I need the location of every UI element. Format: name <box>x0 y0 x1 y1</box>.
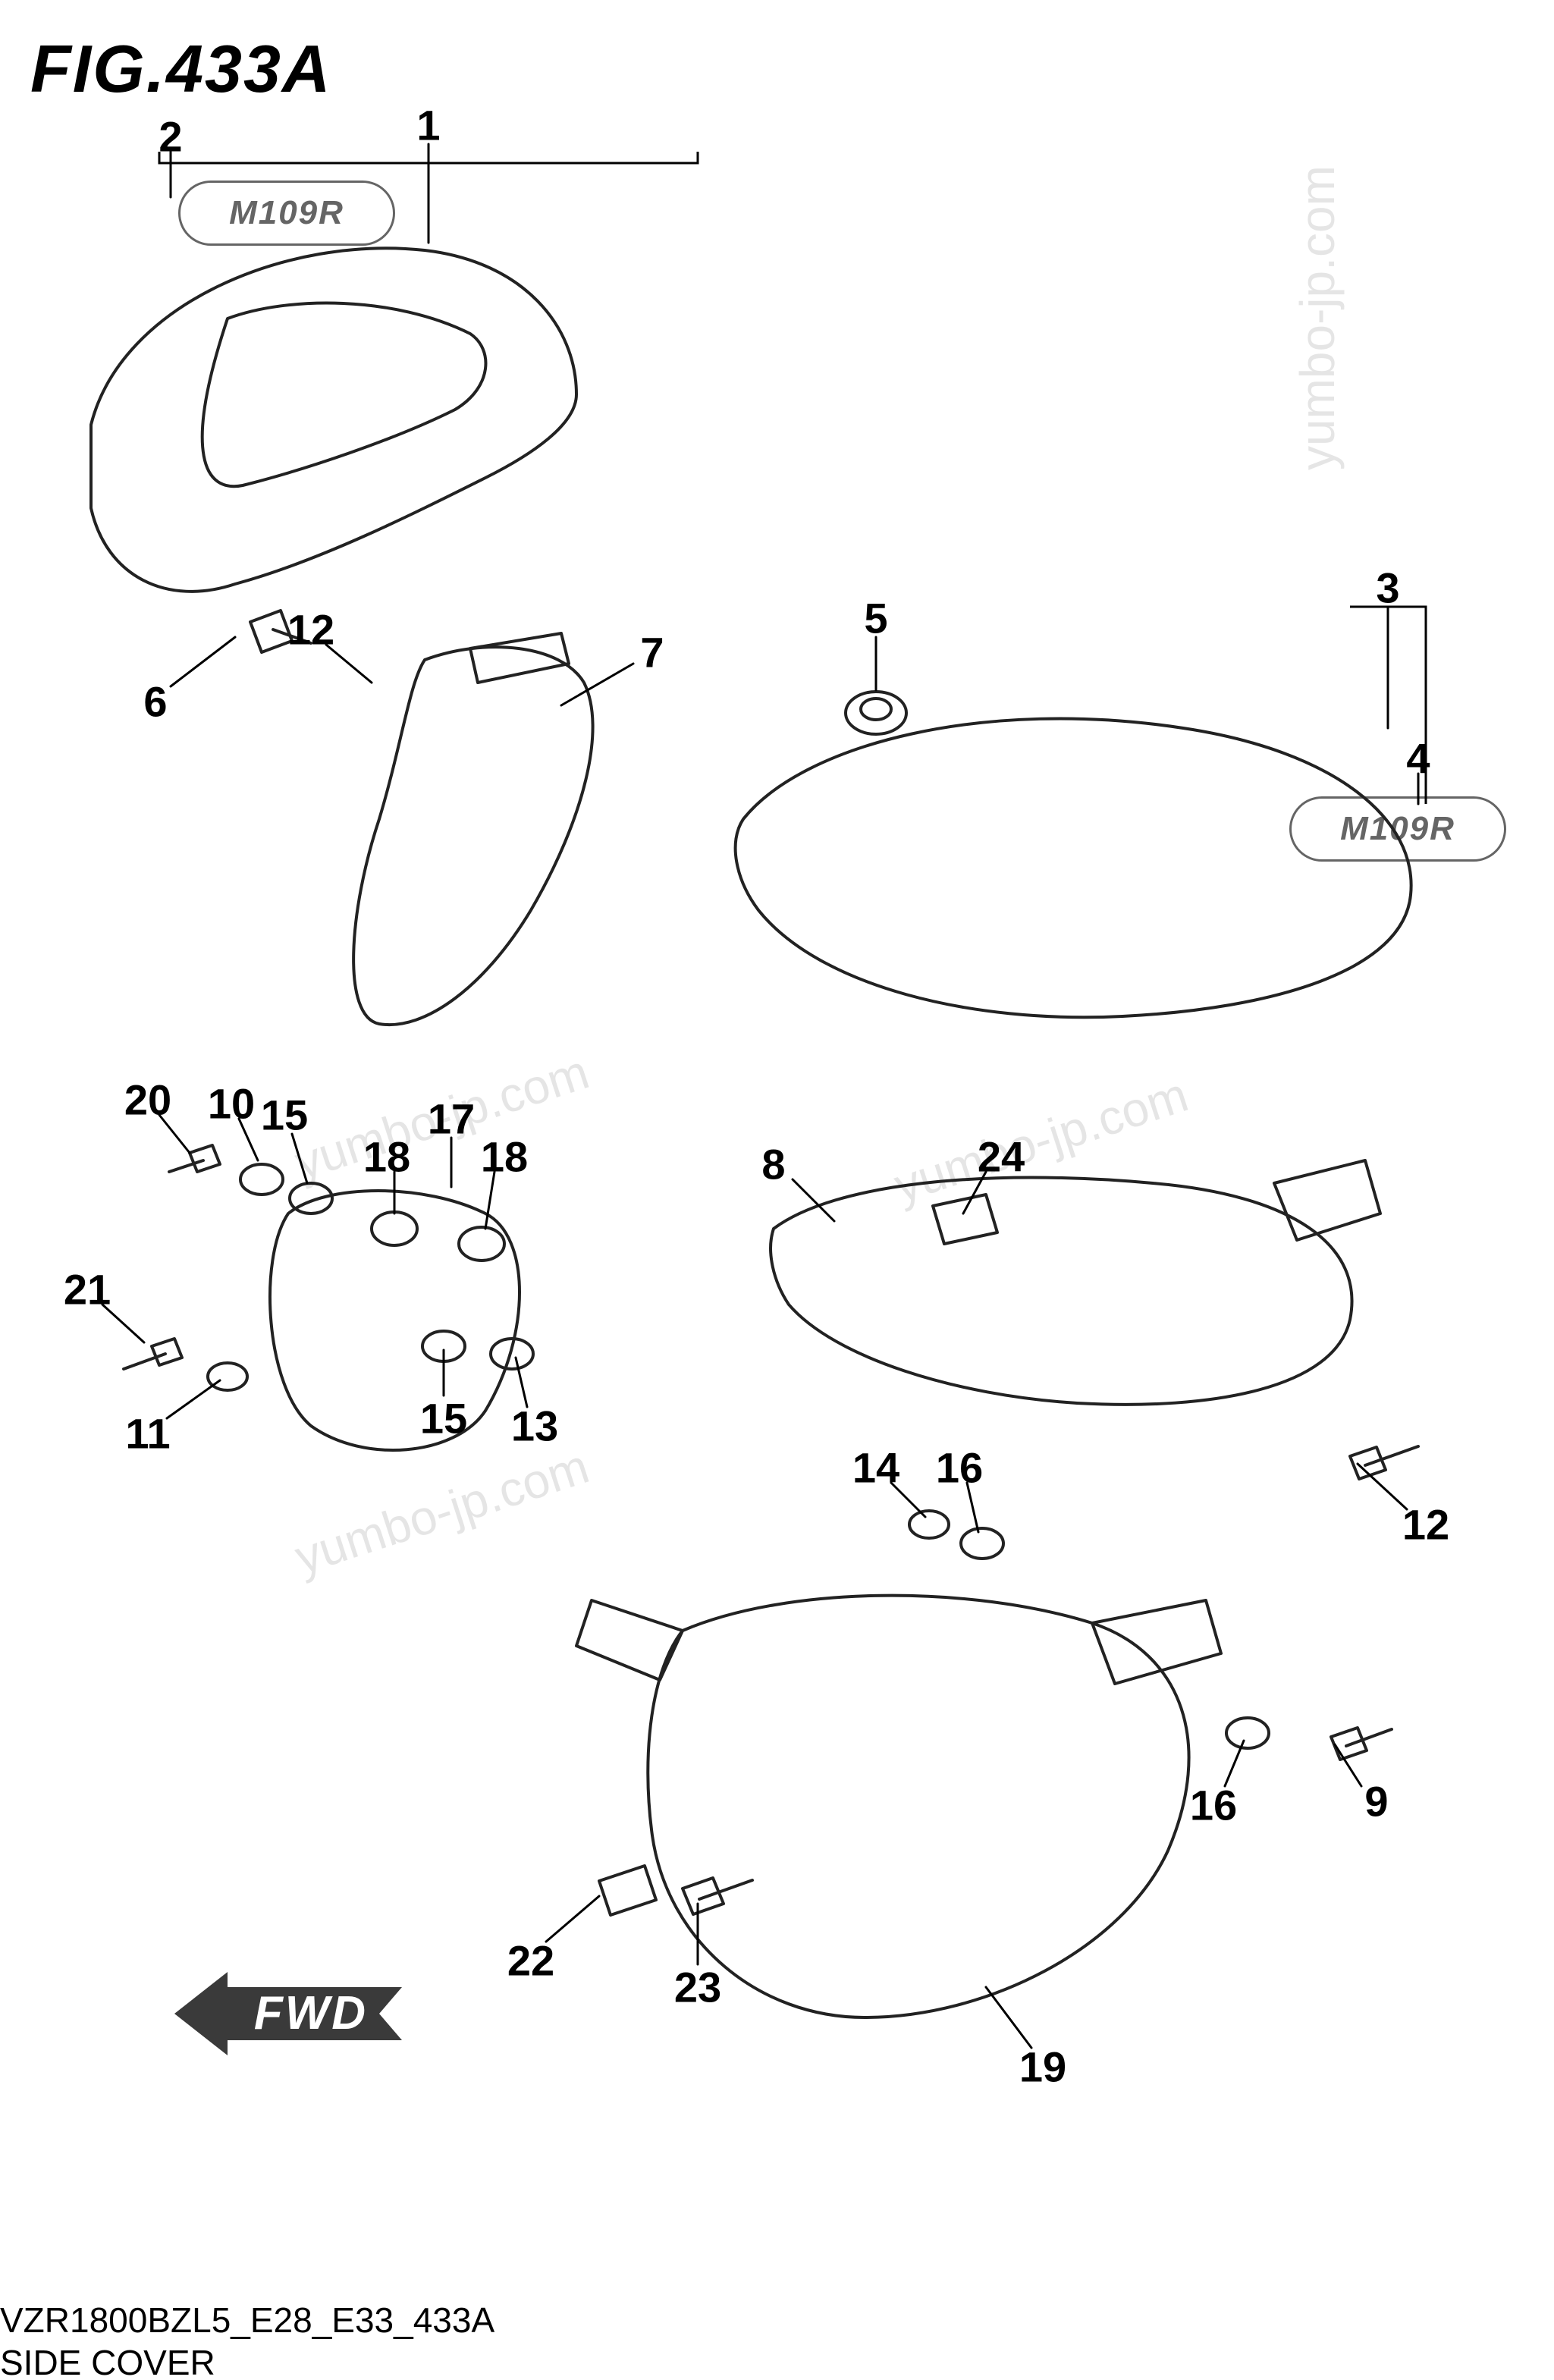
washer-11 <box>208 1363 247 1390</box>
callout-2: 2 <box>159 112 182 162</box>
leader-line <box>1358 1464 1407 1509</box>
washer-18a <box>372 1212 417 1245</box>
callout-24: 24 <box>978 1132 1025 1182</box>
leader-line <box>1225 1741 1244 1786</box>
callout-13: 13 <box>511 1402 558 1451</box>
callout-15: 15 <box>261 1091 308 1140</box>
emblem-text: M109R <box>1340 810 1455 848</box>
callout-12: 12 <box>1402 1500 1449 1550</box>
callout-10: 10 <box>208 1079 255 1129</box>
panel-8 <box>771 1178 1352 1405</box>
washer-15b <box>422 1331 465 1361</box>
leader-line <box>516 1358 527 1407</box>
bracket-7 <box>353 647 592 1025</box>
leader-line <box>1335 1744 1361 1786</box>
callout-7: 7 <box>640 628 664 677</box>
bolt-12b <box>1350 1446 1418 1479</box>
watermark: yumbo-jp.com <box>887 1066 1195 1214</box>
cap-5 <box>846 692 906 734</box>
fwd-direction-badge: FWD <box>174 1972 402 2055</box>
bracket-7-tab <box>470 633 569 683</box>
callout-12: 12 <box>287 605 334 655</box>
callout-17: 17 <box>428 1094 475 1144</box>
callout-9: 9 <box>1364 1777 1388 1826</box>
callout-4: 4 <box>1406 734 1430 783</box>
callout-15: 15 <box>420 1394 467 1443</box>
washer-16b <box>1226 1718 1269 1748</box>
panel-8-tab <box>1274 1160 1380 1240</box>
side-cover-left-inner <box>202 303 486 487</box>
washer-18b <box>459 1227 504 1261</box>
bolt-23 <box>683 1878 752 1914</box>
tab-22 <box>599 1866 656 1915</box>
watermark: yumbo-jp.com <box>1289 165 1345 470</box>
washer-15a <box>290 1183 332 1214</box>
callout-11: 11 <box>125 1409 170 1458</box>
cap-5-inner <box>861 699 891 720</box>
watermark: yumbo-jp.com <box>288 1438 595 1586</box>
washer-13 <box>491 1339 533 1369</box>
callout-16: 16 <box>1190 1781 1237 1830</box>
fwd-label: FWD <box>209 1987 368 2039</box>
callout-23: 23 <box>674 1963 721 2012</box>
callout-1: 1 <box>416 101 440 150</box>
callout-14: 14 <box>852 1443 899 1493</box>
emblem-text: M109R <box>229 194 344 232</box>
side-cover-left <box>91 248 576 592</box>
callout-5: 5 <box>864 594 887 643</box>
callout-8: 8 <box>761 1140 785 1189</box>
leader-line <box>171 637 235 686</box>
leader-line <box>986 1987 1031 2048</box>
bracket-19-arm-r <box>1092 1600 1221 1684</box>
callout-18: 18 <box>363 1132 410 1182</box>
side-cover-right <box>736 718 1411 1017</box>
callout-6: 6 <box>143 677 167 727</box>
bolt-20 <box>169 1145 220 1172</box>
callout-16: 16 <box>936 1443 983 1493</box>
footer-model-code: VZR1800BZL5_E28_E33_433A <box>0 2300 494 2341</box>
callout-bracket-1 <box>159 152 698 163</box>
leader-line <box>793 1179 834 1221</box>
figure-title: FIG.433A <box>30 30 331 108</box>
bracket-19 <box>648 1596 1188 2017</box>
washer-10 <box>240 1164 283 1195</box>
leader-line <box>546 1896 599 1942</box>
callout-3: 3 <box>1376 564 1399 613</box>
bracket-19-arm-l <box>576 1600 683 1680</box>
emblem-left: M109R <box>178 181 395 246</box>
nut-14 <box>909 1511 949 1538</box>
bolt-9 <box>1331 1728 1392 1760</box>
callout-18: 18 <box>481 1132 528 1182</box>
leader-line <box>561 664 633 705</box>
washer-16a <box>961 1528 1003 1559</box>
callout-21: 21 <box>64 1265 111 1314</box>
footer-part-name: SIDE COVER <box>0 2342 215 2380</box>
bolt-21 <box>124 1339 182 1369</box>
emblem-right: M109R <box>1289 796 1506 862</box>
callout-22: 22 <box>507 1936 554 1986</box>
callout-19: 19 <box>1019 2042 1066 2092</box>
callout-20: 20 <box>124 1075 171 1125</box>
fender-17 <box>270 1191 520 1450</box>
cushion-24 <box>933 1195 997 1244</box>
leader-line <box>167 1380 220 1418</box>
leader-line <box>292 1134 307 1183</box>
